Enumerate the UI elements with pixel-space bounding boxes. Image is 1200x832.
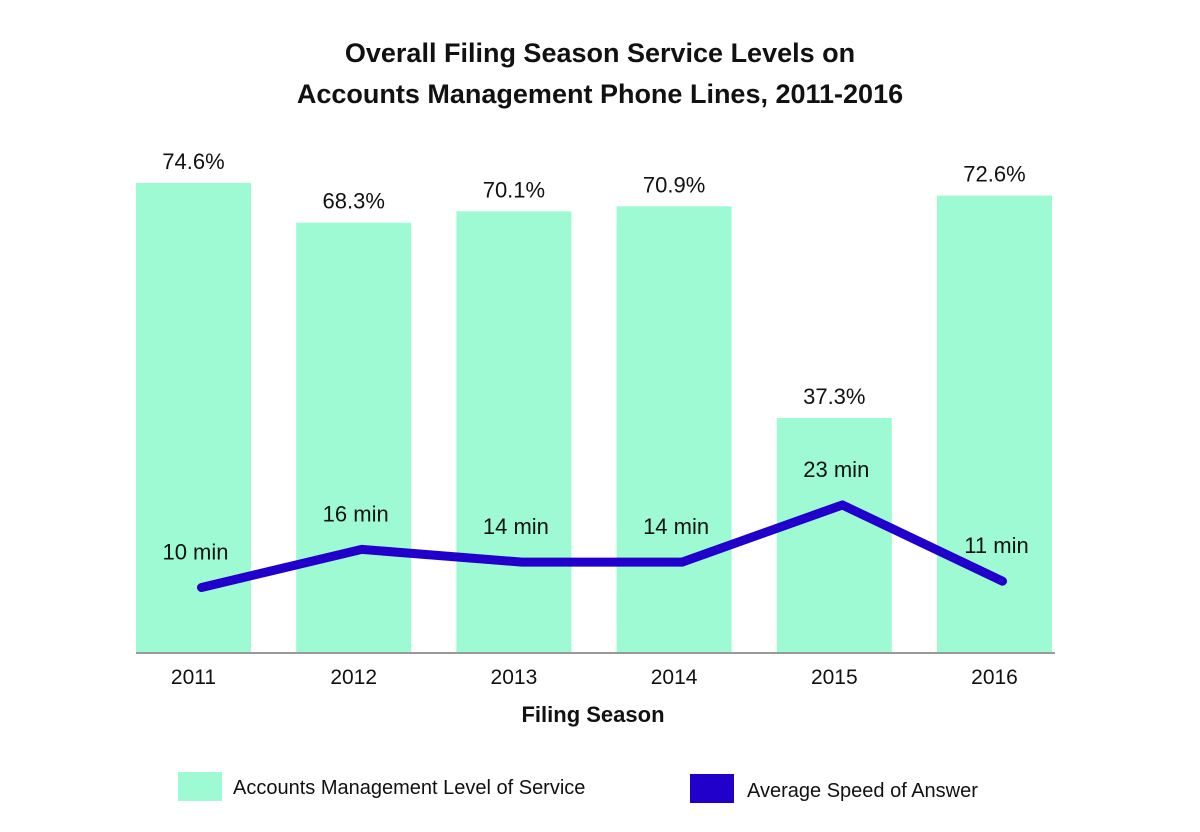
legend-swatch-level-of-service [178, 772, 222, 801]
bar-2012 [296, 222, 412, 653]
bar-2015 [776, 418, 892, 653]
bar-group: 74.6% 68.3% 70.1% 70.9% 37.3% 72.6% [136, 149, 1052, 654]
line-data-label-2014: 14 min [643, 514, 709, 539]
bar-data-label-2014: 70.9% [643, 172, 705, 197]
bar-2011 [136, 183, 251, 653]
line-data-label-2011: 10 min [162, 540, 228, 565]
line-data-label-2012: 16 min [323, 501, 389, 526]
bar-data-label-2015: 37.3% [803, 384, 865, 409]
chart-title-line-2: Accounts Management Phone Lines, 2011-20… [297, 79, 903, 109]
x-axis-label: Filing Season [521, 702, 664, 727]
bar-data-label-2013: 70.1% [483, 177, 545, 202]
x-tick-2012: 2012 [330, 666, 377, 689]
x-tick-2015: 2015 [811, 666, 858, 689]
x-tick-2016: 2016 [971, 666, 1018, 689]
chart-title-line-1: Overall Filing Season Service Levels on [345, 38, 855, 68]
x-tick-2013: 2013 [491, 666, 538, 689]
bar-2014 [616, 206, 732, 654]
x-tick-labels: 2011 2012 2013 2014 2015 2016 [171, 666, 1018, 689]
bar-2016 [937, 195, 1052, 654]
line-data-label-2013: 14 min [483, 514, 549, 539]
legend-label-level-of-service: Accounts Management Level of Service [233, 777, 585, 799]
x-tick-2014: 2014 [651, 666, 698, 689]
bar-2013 [456, 211, 572, 654]
bar-data-label-2016: 72.6% [963, 162, 1025, 187]
bar-data-label-2012: 68.3% [323, 189, 385, 214]
x-tick-2011: 2011 [171, 666, 216, 689]
line-series-group: 10 min 16 min 14 min 14 min 23 min 11 min [162, 457, 1029, 592]
legend-swatch-speed-of-answer [690, 774, 734, 803]
line-data-label-2015: 23 min [803, 457, 869, 482]
legend-label-speed-of-answer: Average Speed of Answer [747, 780, 978, 802]
bar-data-label-2011: 74.6% [162, 149, 224, 174]
line-data-label-2016: 11 min [964, 533, 1028, 558]
line-average-speed-of-answer [197, 500, 1007, 592]
